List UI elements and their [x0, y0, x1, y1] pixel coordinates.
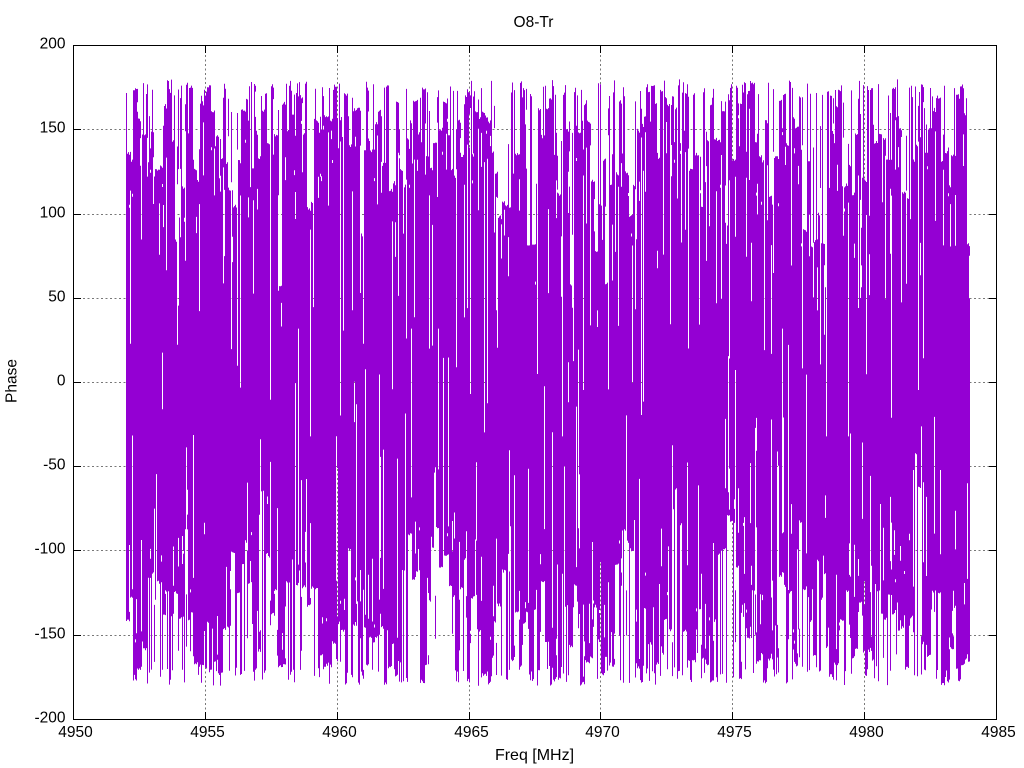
svg-text:-50: -50	[43, 457, 66, 474]
svg-text:4985: 4985	[981, 724, 1015, 741]
svg-text:4955: 4955	[190, 724, 224, 741]
svg-text:O8-Tr: O8-Tr	[514, 14, 554, 31]
svg-text:4950: 4950	[58, 724, 93, 741]
svg-text:4975: 4975	[717, 724, 751, 741]
svg-text:4965: 4965	[454, 724, 488, 741]
svg-text:4970: 4970	[585, 724, 620, 741]
svg-text:-200: -200	[34, 710, 65, 727]
svg-text:4980: 4980	[849, 724, 884, 741]
svg-text:4960: 4960	[322, 724, 357, 741]
svg-text:100: 100	[40, 205, 66, 222]
svg-text:Phase: Phase	[4, 359, 21, 403]
svg-text:-100: -100	[34, 541, 65, 558]
svg-text:200: 200	[40, 36, 66, 53]
svg-text:Freq [MHz]: Freq [MHz]	[495, 747, 574, 764]
svg-text:-150: -150	[34, 626, 65, 643]
svg-text:50: 50	[48, 289, 66, 306]
svg-text:0: 0	[57, 373, 66, 390]
svg-text:150: 150	[40, 120, 66, 137]
